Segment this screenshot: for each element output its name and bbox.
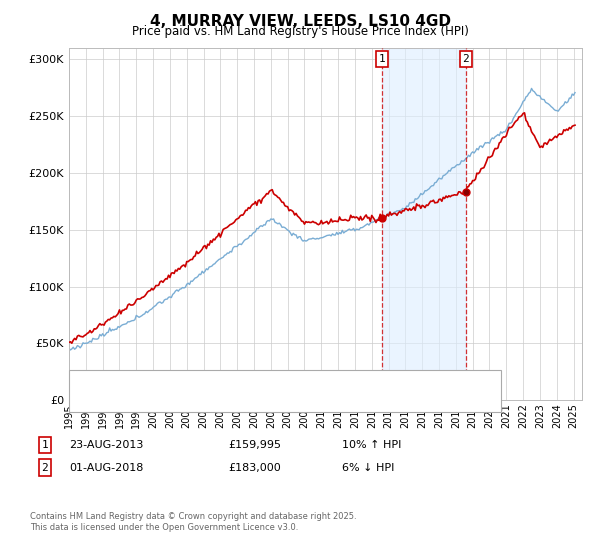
Text: 4, MURRAY VIEW, LEEDS, LS10 4GD: 4, MURRAY VIEW, LEEDS, LS10 4GD <box>149 14 451 29</box>
Bar <box>382 48 466 400</box>
Text: HPI: Average price, semi-detached house, Leeds: HPI: Average price, semi-detached house,… <box>108 395 360 405</box>
Text: —: — <box>84 374 99 389</box>
Text: 2: 2 <box>462 54 469 64</box>
Text: 6% ↓ HPI: 6% ↓ HPI <box>342 463 394 473</box>
Text: 4, MURRAY VIEW, LEEDS, LS10 4GD (semi-detached house): 4, MURRAY VIEW, LEEDS, LS10 4GD (semi-de… <box>108 376 416 386</box>
Text: 2: 2 <box>41 463 49 473</box>
Text: 10% ↑ HPI: 10% ↑ HPI <box>342 440 401 450</box>
Text: Price paid vs. HM Land Registry's House Price Index (HPI): Price paid vs. HM Land Registry's House … <box>131 25 469 38</box>
Text: 23-AUG-2013: 23-AUG-2013 <box>69 440 143 450</box>
Text: 1: 1 <box>379 54 386 64</box>
Text: 01-AUG-2018: 01-AUG-2018 <box>69 463 143 473</box>
Text: £159,995: £159,995 <box>228 440 281 450</box>
Text: £183,000: £183,000 <box>228 463 281 473</box>
Text: —: — <box>84 393 99 408</box>
Text: 1: 1 <box>41 440 49 450</box>
Text: Contains HM Land Registry data © Crown copyright and database right 2025.
This d: Contains HM Land Registry data © Crown c… <box>30 512 356 532</box>
